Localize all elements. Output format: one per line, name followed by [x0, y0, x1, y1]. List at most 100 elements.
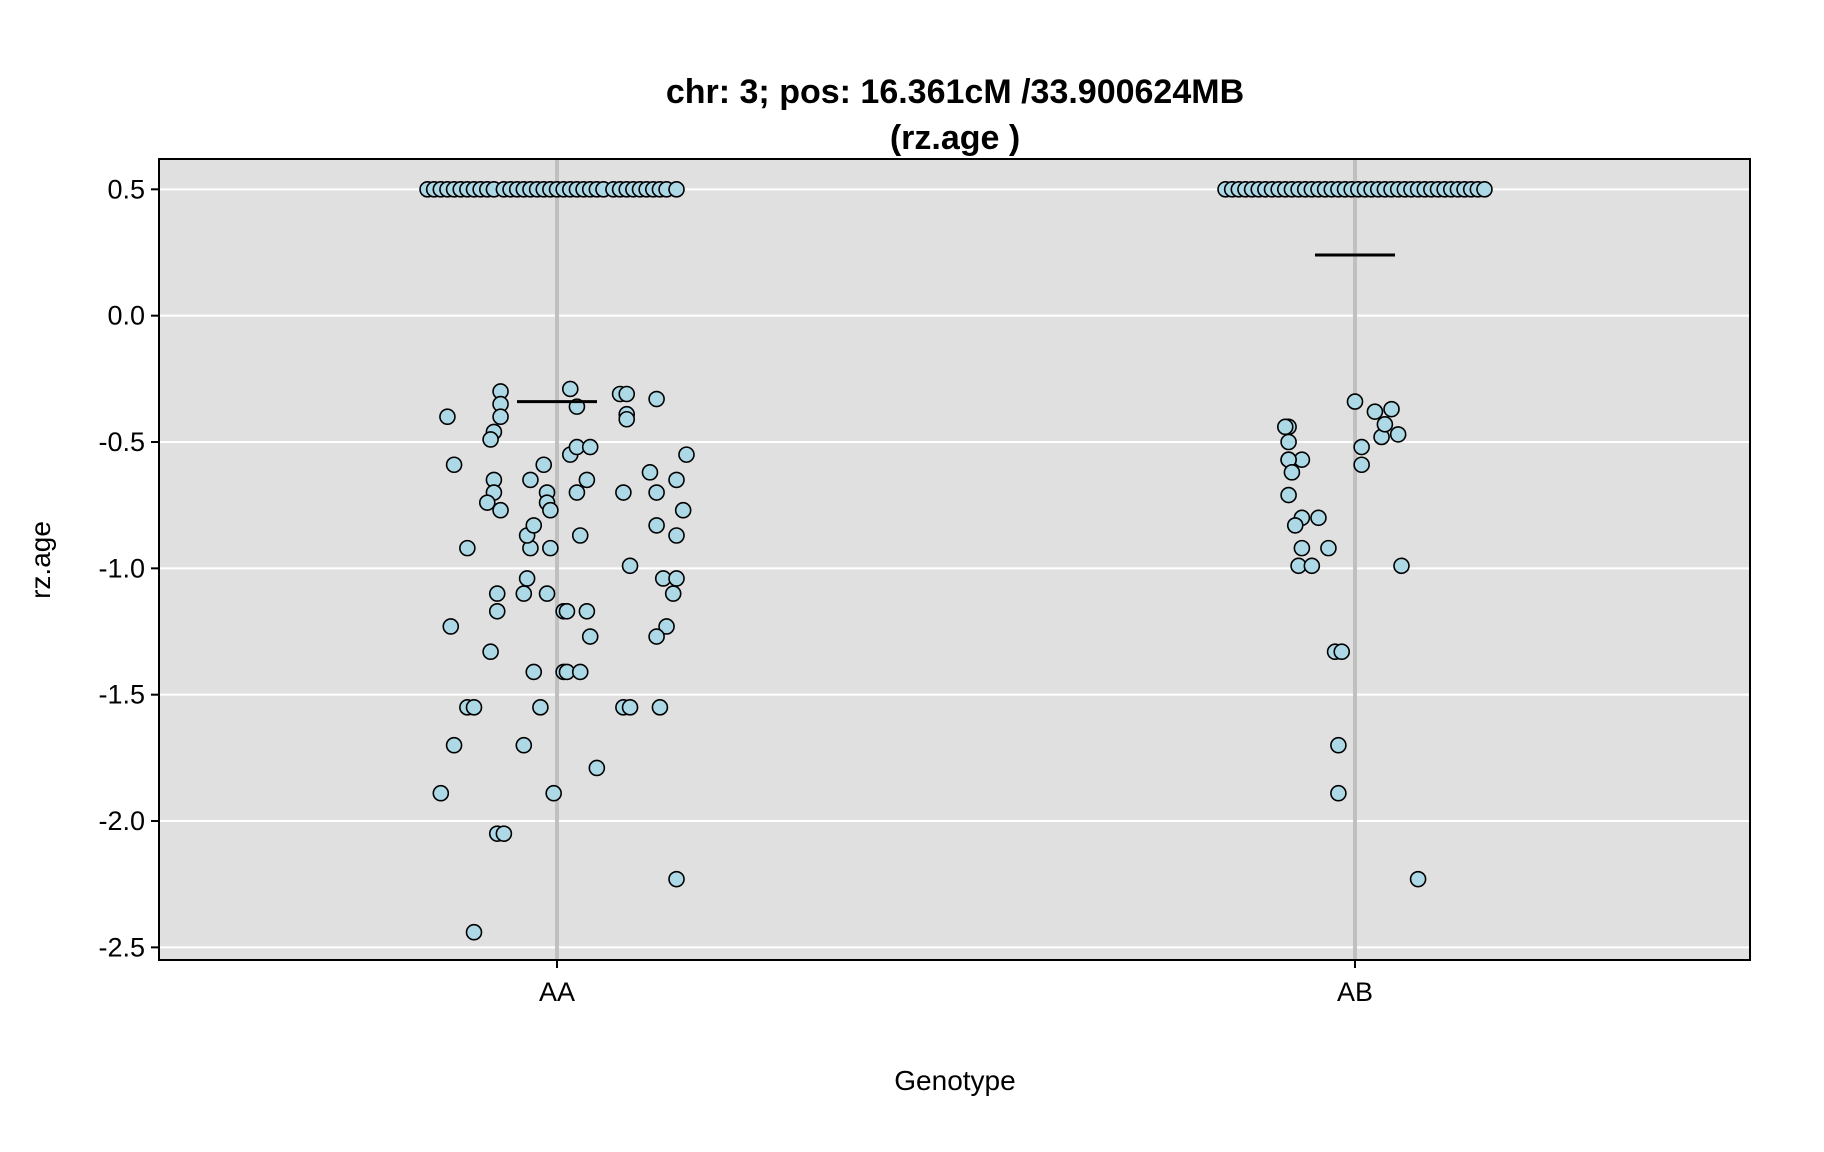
- data-point: [1280, 486, 1297, 504]
- data-point: [674, 501, 692, 519]
- data-point: [532, 699, 549, 716]
- data-point: [459, 539, 476, 557]
- data-point: [1330, 784, 1347, 802]
- data-point: [445, 736, 463, 754]
- data-point: [488, 585, 506, 602]
- data-point: [1353, 456, 1370, 474]
- y-tick-label: 0.5: [107, 174, 145, 204]
- data-points: [419, 181, 1493, 941]
- y-axis-label: rz.age: [25, 521, 56, 599]
- data-point: [618, 410, 636, 428]
- data-point: [1280, 433, 1297, 451]
- data-point: [1276, 418, 1294, 436]
- y-tick-label: -1.0: [98, 553, 145, 583]
- data-point: [664, 585, 682, 602]
- data-point: [535, 456, 553, 474]
- data-point: [1303, 557, 1321, 575]
- y-tick-label: -0.5: [98, 427, 145, 457]
- data-point: [648, 390, 665, 408]
- data-point: [1286, 517, 1304, 534]
- data-point: [1476, 181, 1493, 198]
- data-point: [439, 408, 456, 426]
- data-point: [651, 699, 669, 716]
- data-point: [515, 585, 533, 602]
- y-tick-label: 0.0: [107, 301, 145, 331]
- data-point: [588, 759, 606, 777]
- data-point: [615, 484, 632, 501]
- data-point: [525, 663, 543, 681]
- category-center-lines: [555, 159, 1357, 960]
- data-point: [1330, 736, 1347, 754]
- data-point: [1389, 426, 1407, 443]
- data-point: [578, 471, 596, 489]
- plot-border: [158, 158, 1751, 961]
- data-point: [1310, 509, 1327, 527]
- y-tick-label: -1.5: [98, 680, 145, 710]
- data-point: [641, 464, 659, 481]
- data-point: [432, 784, 450, 802]
- y-tick-label: -2.0: [98, 806, 145, 836]
- data-point: [571, 663, 589, 681]
- x-tick-label: AA: [539, 977, 575, 1007]
- data-point: [668, 570, 685, 587]
- data-point: [648, 484, 665, 501]
- data-point: [1346, 393, 1364, 410]
- data-point: [515, 736, 533, 754]
- x-tick-label: AB: [1337, 977, 1373, 1007]
- data-point: [668, 870, 685, 888]
- data-point: [1283, 464, 1301, 481]
- data-point: [648, 517, 665, 534]
- data-point: [1320, 539, 1337, 557]
- data-point: [545, 784, 562, 802]
- data-point: [578, 602, 596, 620]
- data-point: [495, 825, 513, 842]
- data-point: [465, 923, 483, 941]
- data-point: [1333, 643, 1351, 661]
- data-point: [618, 385, 636, 403]
- data-point: [542, 539, 559, 557]
- data-point: [492, 501, 509, 519]
- data-point: [621, 557, 639, 575]
- data-point: [445, 456, 463, 474]
- data-point: [482, 643, 499, 661]
- chart-title: chr: 3; pos: 16.361cM /33.900624MB: [666, 73, 1244, 111]
- data-point: [538, 585, 556, 602]
- chart-subtitle: (rz.age ): [890, 119, 1020, 157]
- data-point: [518, 570, 536, 587]
- data-point: [621, 699, 639, 716]
- data-point: [492, 408, 509, 426]
- data-point: [478, 494, 496, 511]
- plot-panel: [159, 159, 1750, 960]
- data-point: [1376, 416, 1394, 433]
- data-point: [1409, 870, 1427, 888]
- data-point: [1293, 539, 1311, 557]
- x-axis-label: Genotype: [894, 1065, 1015, 1096]
- data-point: [1383, 400, 1400, 418]
- data-point: [465, 699, 483, 716]
- data-point: [568, 484, 586, 501]
- data-point: [1353, 438, 1370, 456]
- data-point: [488, 602, 506, 620]
- grid-lines: [159, 188, 1750, 949]
- data-point: [581, 438, 599, 456]
- x-axis-ticks: AA AB: [539, 960, 1373, 1007]
- data-point: [522, 471, 539, 489]
- data-point: [561, 380, 579, 398]
- data-point: [1366, 403, 1384, 420]
- data-point: [658, 618, 675, 635]
- data-point: [1393, 557, 1410, 575]
- y-axis-ticks: 0.5 0.0 -0.5 -1.0 -1.5 -2.0 -2.5: [98, 174, 159, 962]
- data-point: [542, 501, 559, 519]
- mean-lines: [517, 253, 1395, 404]
- data-point: [668, 181, 685, 198]
- data-point: [571, 527, 589, 544]
- data-point: [442, 618, 460, 635]
- data-point: [678, 446, 695, 463]
- y-tick-label: -2.5: [98, 932, 145, 962]
- data-point: [648, 628, 665, 645]
- data-point: [558, 602, 576, 620]
- data-point: [668, 527, 685, 544]
- data-point: [525, 517, 543, 534]
- data-point: [581, 628, 599, 645]
